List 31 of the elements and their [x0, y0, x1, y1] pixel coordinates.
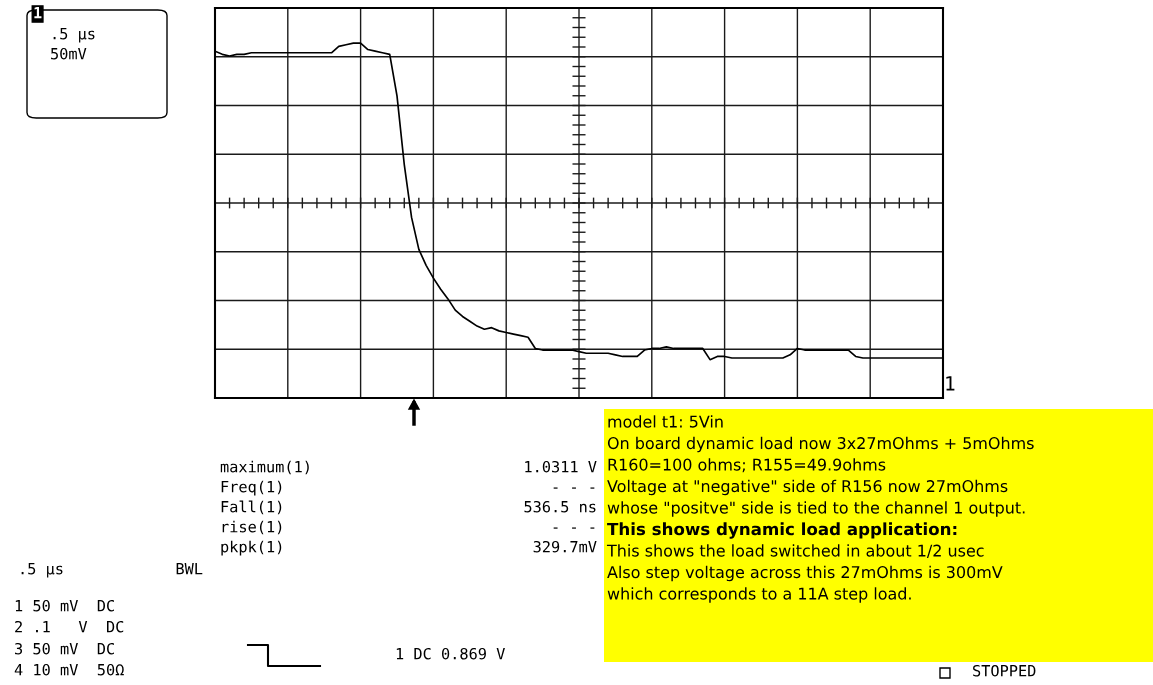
text: Fall(1) [221, 500, 282, 515]
text: 50mV [51, 47, 87, 60]
text: - - - [553, 487, 595, 489]
text: BWL [176, 563, 203, 575]
text: 3 50 mV DC [15, 642, 114, 655]
text: .5 µs [21, 563, 63, 578]
text: Also step voltage across this 27mOhms is 300mV [607, 565, 1003, 582]
text: 1 [946, 376, 955, 391]
text: R160=100 ohms; R155=49.9ohms [608, 458, 886, 473]
text: 1.0311 V [525, 460, 597, 473]
text: model t1: 5Vin [608, 415, 723, 428]
text: Freq(1) [221, 480, 282, 496]
text: 4 10 mV 50Ω [14, 663, 124, 676]
text: 1 DC 0.869 V [396, 647, 505, 660]
text: maximum(1) [220, 460, 309, 475]
text: .5 µs [53, 28, 95, 43]
text: rise(1) [222, 520, 282, 535]
text: Voltage at "negative" side of R156 now 27mOhms [607, 479, 1008, 496]
text: pkpk(1) [221, 540, 282, 556]
text: 329.7mV [533, 540, 597, 553]
text: 536.5 ns [524, 500, 596, 513]
text: This shows dynamic load application: [607, 522, 957, 539]
text: This shows the load switched in about 1/2 usec [606, 544, 984, 558]
text: On board dynamic load now 3x27mOhms + 5mOhms [607, 436, 1034, 453]
text: whose "positve" side is tied to the channel 1 output. [607, 501, 1025, 517]
text: STOPPED [973, 664, 1036, 677]
text: 2 .1 V DC [15, 620, 124, 633]
text: 1 [34, 7, 42, 19]
text: - - - [553, 527, 595, 529]
text: 1 50 mV DC [15, 599, 114, 612]
text: which corresponds to a 11A step load. [607, 587, 911, 603]
